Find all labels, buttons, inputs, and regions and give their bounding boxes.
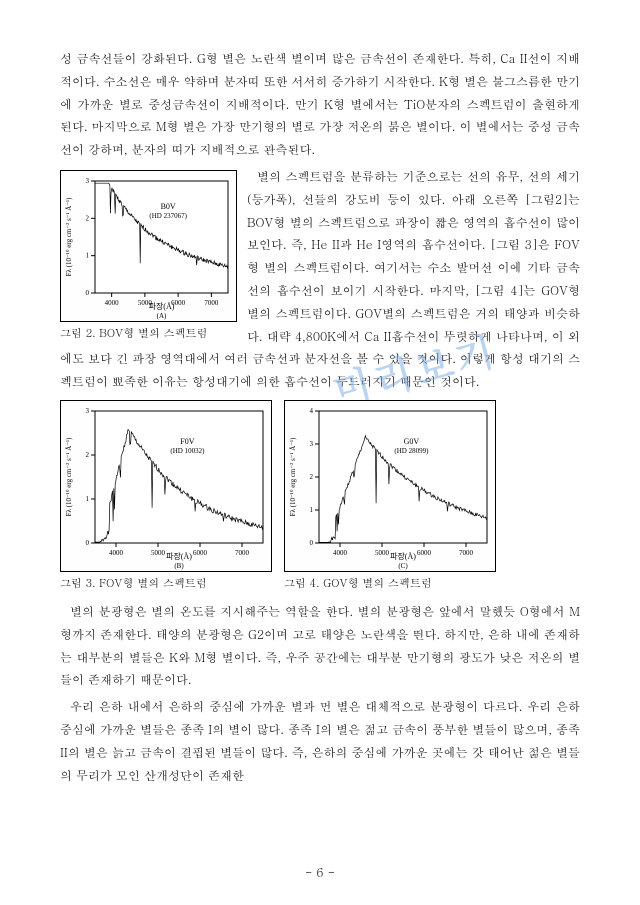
svg-text:7000: 7000 — [459, 549, 474, 557]
svg-text:0: 0 — [310, 539, 314, 547]
svg-text:6000: 6000 — [193, 549, 208, 557]
svg-text:2: 2 — [86, 214, 90, 222]
svg-text:G0V: G0V — [404, 437, 420, 446]
figure-4-caption: 그림 4. GOV형 별의 스펙트럼 — [284, 576, 496, 591]
figure-2-chart: 40005000600070000123파장(Å)(A)Fλ (10⁻¹⁰ er… — [60, 170, 237, 322]
svg-text:0: 0 — [86, 539, 90, 547]
figure-4-block: 4000 5000 6000 7000 0 1 2 3 4 파장(Å)(C) Fλ (10⁻¹⁰ e… — [284, 400, 496, 591]
svg-text:3: 3 — [310, 440, 314, 448]
svg-text:3: 3 — [86, 407, 90, 415]
svg-text:(HD 28099): (HD 28099) — [394, 447, 429, 455]
svg-text:4000: 4000 — [109, 549, 124, 557]
svg-text:7000: 7000 — [204, 299, 219, 307]
svg-text:6000: 6000 — [417, 549, 432, 557]
figure-row-3-4: 40005000600070000123파장(Å)(B)Fλ (10⁻¹⁰ er… — [60, 400, 580, 591]
svg-text:(HD 10032): (HD 10032) — [170, 447, 205, 455]
svg-text:5000: 5000 — [151, 549, 166, 557]
svg-text:파장(Å): 파장(Å) — [390, 551, 416, 561]
svg-text:(A): (A) — [157, 312, 167, 320]
figure-2-caption: 그림 2. BOV형 별의 스펙트럼 — [60, 326, 237, 341]
svg-text:Fλ (10⁻¹⁰ erg cm⁻² s⁻¹ Å⁻¹): Fλ (10⁻¹⁰ erg cm⁻² s⁻¹ Å⁻¹) — [65, 197, 73, 276]
svg-text:5000: 5000 — [375, 549, 390, 557]
svg-text:1: 1 — [86, 252, 90, 260]
section-with-fig2: 미리보기 40005000600070000123파장(Å)(A)Fλ (10⁻… — [60, 166, 580, 394]
svg-text:B0V: B0V — [161, 202, 176, 211]
svg-text:Fλ (10⁻¹⁰ erg cm⁻² s⁻¹ Å⁻¹): Fλ (10⁻¹⁰ erg cm⁻² s⁻¹ Å⁻¹) — [289, 437, 297, 516]
svg-text:2: 2 — [86, 451, 90, 459]
svg-text:(HD 237067): (HD 237067) — [149, 212, 187, 220]
svg-text:파장(Å): 파장(Å) — [166, 551, 192, 561]
figure-3-caption: 그림 3. FOV형 별의 스펙트럼 — [60, 576, 272, 591]
svg-text:4000: 4000 — [105, 299, 120, 307]
svg-text:(B): (B) — [174, 562, 184, 570]
svg-text:4: 4 — [310, 407, 314, 415]
page-number: - 6 - — [0, 864, 640, 881]
svg-text:1: 1 — [86, 495, 90, 503]
svg-text:7000: 7000 — [235, 549, 250, 557]
svg-text:4000: 4000 — [333, 549, 348, 557]
svg-text:2: 2 — [310, 473, 314, 481]
figure-4-chart: 4000 5000 6000 7000 0 1 2 3 4 파장(Å)(C) Fλ (10⁻¹⁰ e… — [284, 400, 496, 572]
figure-2-block: 40005000600070000123파장(Å)(A)Fλ (10⁻¹⁰ er… — [60, 170, 237, 341]
svg-text:F0V: F0V — [180, 437, 194, 446]
svg-text:(C): (C) — [398, 562, 408, 570]
svg-text:0: 0 — [86, 289, 90, 297]
figure-3-block: 4000 5000 6000 7000 0 1 2 3 파장(Å)(B) Fλ (10⁻¹⁰ er… — [60, 400, 272, 591]
svg-text:파장(Å): 파장(Å) — [149, 301, 175, 311]
svg-text:Fλ (10⁻¹⁰ erg cm⁻² s⁻¹ Å⁻¹): Fλ (10⁻¹⁰ erg cm⁻² s⁻¹ Å⁻¹) — [65, 437, 73, 516]
figure-3-chart: 4000 5000 6000 7000 0 1 2 3 파장(Å)(B) Fλ (10⁻¹⁰ er… — [60, 400, 272, 572]
paragraph-1: 성 금속선들이 강화된다. G형 별은 노란색 별이며 많은 금속선이 존재한다… — [60, 48, 580, 162]
paragraph-3: 별의 분광형은 별의 온도를 지시해주는 역할을 한다. 별의 분광형은 앞에서… — [60, 601, 580, 692]
paragraph-4: 우리 은하 내에서 은하의 중심에 가까운 별과 먼 별은 대체적으로 분광형이… — [60, 696, 580, 787]
page: 성 금속선들이 강화된다. G형 별은 노란색 별이며 많은 금속선이 존재한다… — [0, 0, 640, 905]
svg-text:3: 3 — [86, 177, 90, 185]
svg-text:1: 1 — [310, 506, 314, 514]
